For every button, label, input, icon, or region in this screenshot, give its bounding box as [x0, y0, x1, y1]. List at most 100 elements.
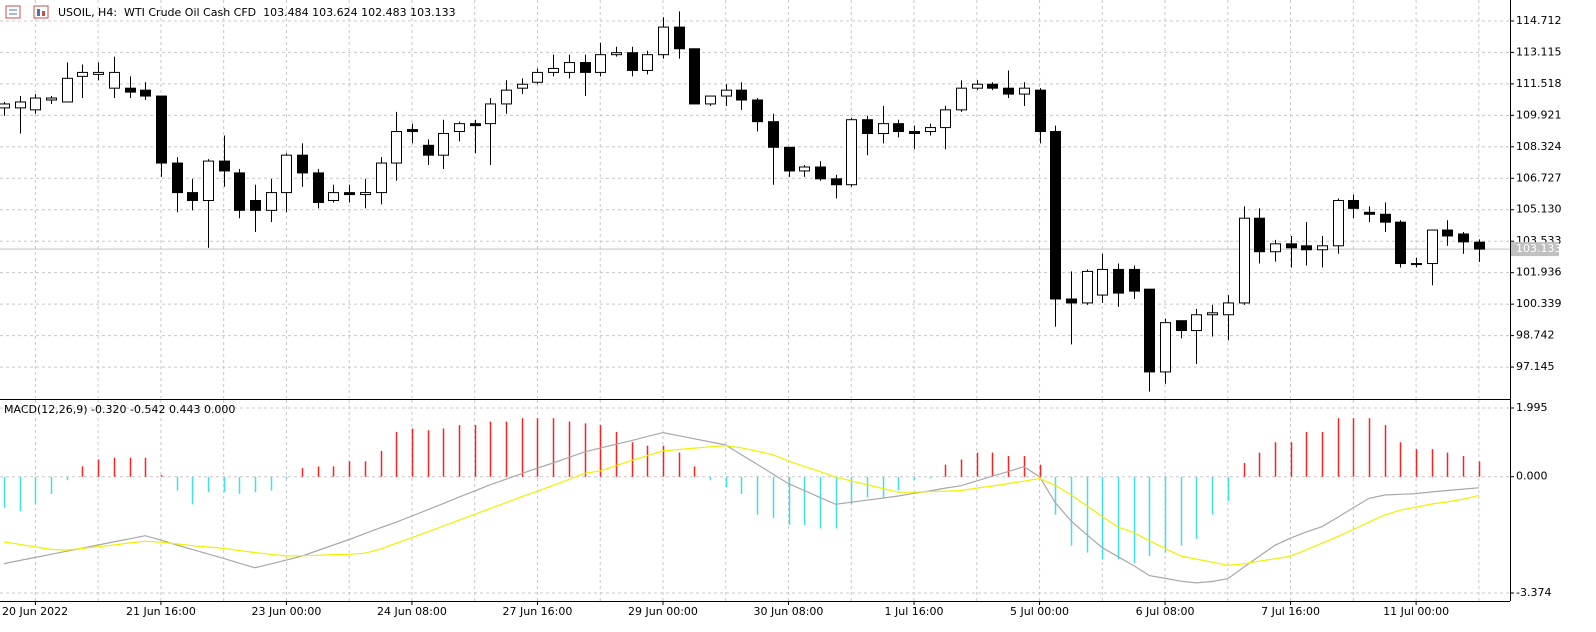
x-tick-label: 29 Jun 00:00: [628, 605, 698, 618]
candle-body: [140, 89, 151, 97]
candle-body: [1317, 245, 1328, 251]
candle-body: [376, 162, 387, 194]
y-tick-label: -3.374: [1516, 586, 1551, 599]
x-tick-label: 30 Jun 08:00: [754, 605, 824, 618]
candle-body: [1207, 312, 1218, 316]
y-tick-label: 108.324: [1516, 140, 1562, 153]
candle-body: [1191, 314, 1202, 332]
candle-body: [172, 162, 183, 194]
candle-body: [1348, 199, 1359, 209]
candle-body: [768, 121, 779, 148]
candle-body: [234, 172, 245, 211]
candle-body: [328, 192, 339, 201]
candle-body: [1239, 217, 1250, 304]
x-tick-label: 20 Jun 2022: [2, 605, 68, 618]
indicator-title: MACD(12,26,9) -0.320 -0.542 0.443 0.000: [4, 403, 235, 416]
candle-body: [1003, 87, 1014, 95]
candle-body: [1019, 87, 1030, 95]
candle-body: [1050, 131, 1061, 300]
candle-body: [1458, 233, 1469, 243]
candle-body: [1380, 213, 1391, 223]
candle-body: [1411, 263, 1422, 266]
candle-body: [438, 132, 449, 156]
candle-body: [46, 97, 57, 101]
candle-body: [909, 131, 920, 134]
candle-body: [611, 52, 622, 56]
candle-body: [360, 192, 371, 196]
y-tick-label: 105.130: [1516, 203, 1562, 216]
candle-body: [1364, 211, 1375, 215]
chart-title: USOIL, H4: WTI Crude Oil Cash CFD 103.48…: [58, 6, 456, 19]
price-label-box: [1511, 242, 1559, 257]
candle-body: [344, 192, 355, 196]
candle-body: [831, 178, 842, 186]
candle-body: [627, 52, 638, 71]
candle-body: [862, 119, 873, 134]
candle-body: [266, 192, 277, 211]
y-tick-label: 1.995: [1516, 401, 1548, 414]
x-tick-label: 1 Jul 16:00: [885, 605, 944, 618]
y-tick-label: 101.936: [1516, 266, 1562, 279]
candle-body: [297, 154, 308, 174]
candle-body: [391, 131, 402, 164]
candle-body: [972, 83, 983, 89]
candle-body: [109, 71, 120, 89]
candle-body: [784, 146, 795, 172]
candle-body: [956, 87, 967, 111]
candle-body: [407, 129, 418, 133]
candle-body: [281, 154, 292, 194]
candle-body: [1270, 243, 1281, 253]
candle-body: [564, 62, 575, 73]
icon-list[interactable]: [5, 5, 21, 19]
candle-body: [893, 123, 904, 133]
x-tick-label: 24 Jun 08:00: [377, 605, 447, 618]
icon-detail: [37, 9, 40, 16]
candle-body: [470, 123, 481, 127]
candle-body: [1035, 89, 1046, 133]
indicator-line: [3, 431, 1479, 584]
candle-body: [1442, 229, 1453, 237]
x-tick-label: 23 Jun 00:00: [251, 605, 321, 618]
candle-body: [187, 192, 198, 201]
candle-body: [1223, 302, 1234, 316]
icon-detail: [42, 11, 45, 16]
price-label: 103.133: [1516, 242, 1562, 255]
y-tick-label: 106.727: [1516, 171, 1562, 184]
candle-body: [736, 89, 747, 101]
y-tick-label: 97.145: [1516, 360, 1555, 373]
candle-body: [156, 95, 167, 164]
y-tick-label: 113.115: [1516, 45, 1562, 58]
candle-body: [815, 166, 826, 180]
candle-body: [940, 109, 951, 129]
candle-body: [250, 199, 261, 211]
icon-chart[interactable]: [33, 5, 49, 19]
candle-body: [721, 89, 732, 97]
candle-body: [219, 160, 230, 172]
y-tick-label: 114.712: [1516, 14, 1562, 27]
candle-body: [517, 83, 528, 89]
candle-body: [705, 95, 716, 105]
candle-body: [580, 62, 591, 73]
candle-body: [595, 54, 606, 73]
x-tick-label: 27 Jun 16:00: [503, 605, 573, 618]
candle-body: [689, 48, 700, 105]
x-tick-label: 7 Jul 16:00: [1261, 605, 1320, 618]
indicator-line: [3, 445, 1480, 566]
candle-body: [1082, 270, 1093, 304]
candle-body: [1176, 320, 1187, 332]
y-tick-label: 111.518: [1516, 77, 1562, 90]
candle-body: [15, 101, 26, 109]
candle-body: [62, 77, 73, 103]
candle-body: [77, 71, 88, 77]
candle-body: [125, 87, 136, 93]
y-tick-label: 0.000: [1516, 470, 1548, 483]
candle-body: [203, 160, 214, 201]
candle-body: [532, 71, 543, 83]
x-tick-label: 21 Jun 16:00: [126, 605, 196, 618]
candle-body: [0, 103, 10, 109]
candle-body: [30, 97, 41, 111]
candle-body: [1301, 245, 1312, 251]
candle-body: [1427, 229, 1438, 265]
